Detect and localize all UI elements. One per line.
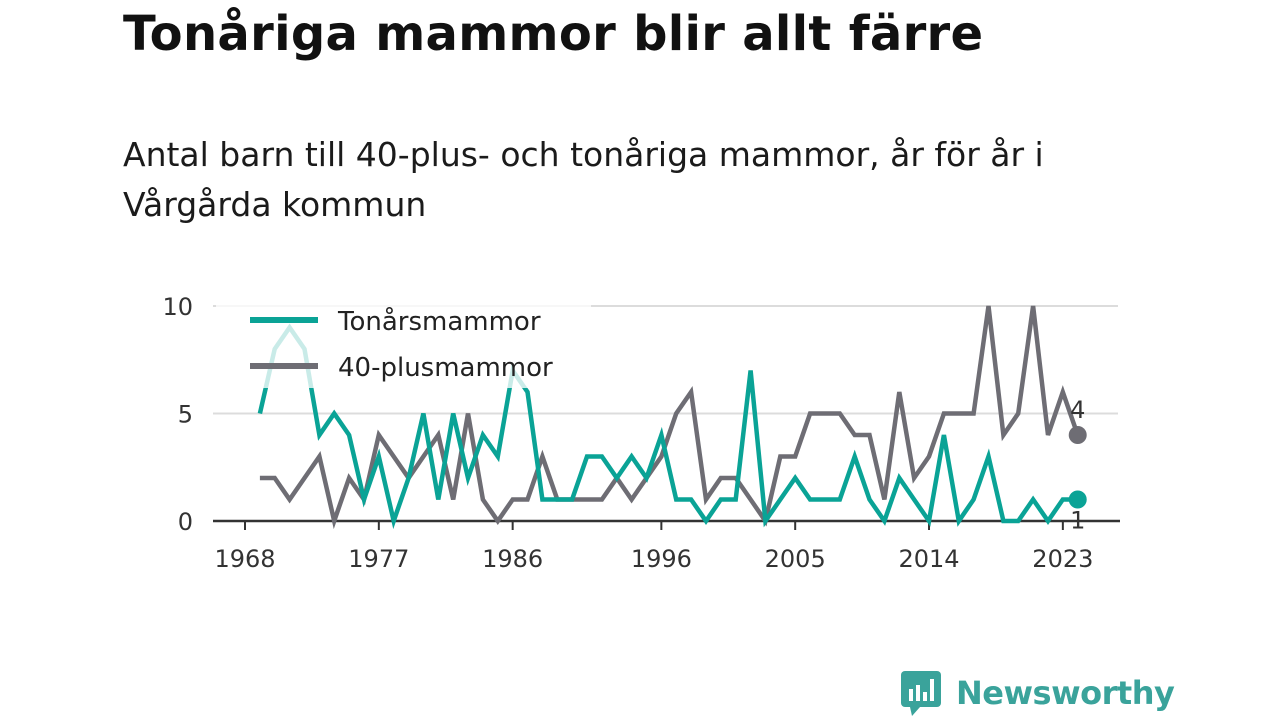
- x-axis: 1968 1977 1986 1996 2005 2014 2023: [213, 519, 1120, 573]
- x-tick-label: 1996: [631, 545, 692, 573]
- chart-subtitle: Antal barn till 40-plus- och tonåriga ma…: [123, 135, 1044, 224]
- end-label-40-plusmammor: 4: [1070, 396, 1085, 424]
- y-tick-label: 10: [162, 293, 193, 321]
- legend: Tonårsmammor 40-plusmammor: [216, 296, 591, 388]
- x-tick-label: 1986: [482, 545, 543, 573]
- series-line-tonarsmammor: [257, 323, 1078, 530]
- y-axis: 0 5 10: [162, 293, 193, 536]
- series-line-40-plusmammor: [259, 305, 1080, 530]
- newsworthy-logo-icon: [901, 671, 941, 716]
- x-tick-label: 1968: [214, 545, 275, 573]
- x-tick-label: 2023: [1032, 545, 1093, 573]
- x-tick-label: 1977: [348, 545, 409, 573]
- series-lines: [257, 305, 1080, 530]
- legend-label-tonarsmammor: Tonårsmammor: [337, 306, 541, 337]
- y-tick-label: 5: [178, 401, 193, 429]
- chart-title: Tonåriga mammor blir allt färre: [123, 6, 984, 62]
- legend-background: [216, 296, 591, 388]
- y-tick-label: 0: [178, 508, 193, 536]
- end-marker-tonarsmammor: [1068, 490, 1087, 509]
- x-tick-label: 2014: [898, 545, 959, 573]
- x-tick-label: 2005: [765, 545, 826, 573]
- end-markers: 14: [1068, 396, 1087, 535]
- legend-label-40-plusmammor: 40-plusmammor: [338, 353, 553, 383]
- end-marker-40-plusmammor: [1068, 426, 1087, 444]
- newsworthy-brand: Newsworthy: [900, 668, 1175, 718]
- end-label-tonarsmammor: 1: [1070, 507, 1085, 535]
- brand-name: Newsworthy: [956, 674, 1175, 712]
